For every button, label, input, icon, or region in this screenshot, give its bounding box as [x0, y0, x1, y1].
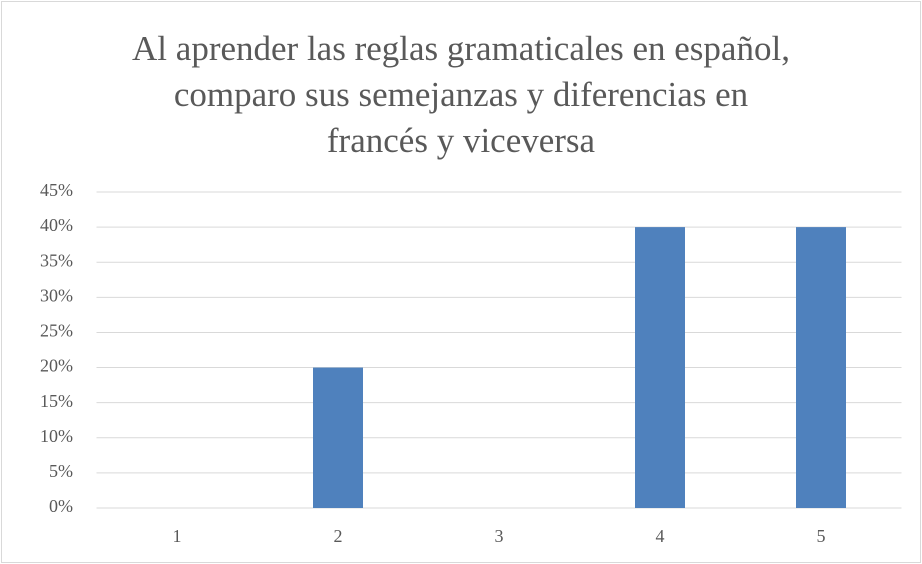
- bar: [796, 227, 846, 508]
- y-tick-label: 0%: [49, 496, 73, 516]
- bar: [635, 227, 685, 508]
- bar: [313, 367, 363, 508]
- y-tick-label: 5%: [49, 461, 73, 481]
- y-tick-label: 35%: [40, 250, 73, 270]
- chart-title: Al aprender las reglas gramaticales en e…: [132, 29, 790, 160]
- y-tick-label: 45%: [40, 180, 73, 200]
- x-tick-label: 2: [334, 526, 343, 546]
- x-tick-label: 1: [173, 526, 182, 546]
- x-tick-label: 4: [656, 526, 665, 546]
- y-tick-label: 30%: [40, 285, 73, 305]
- y-tick-label: 40%: [40, 215, 73, 235]
- y-tick-label: 15%: [40, 391, 73, 411]
- y-tick-label: 20%: [40, 356, 73, 376]
- x-tick-label: 5: [817, 526, 826, 546]
- y-tick-label: 10%: [40, 426, 73, 446]
- x-tick-label: 3: [495, 526, 504, 546]
- y-tick-label: 25%: [40, 321, 73, 341]
